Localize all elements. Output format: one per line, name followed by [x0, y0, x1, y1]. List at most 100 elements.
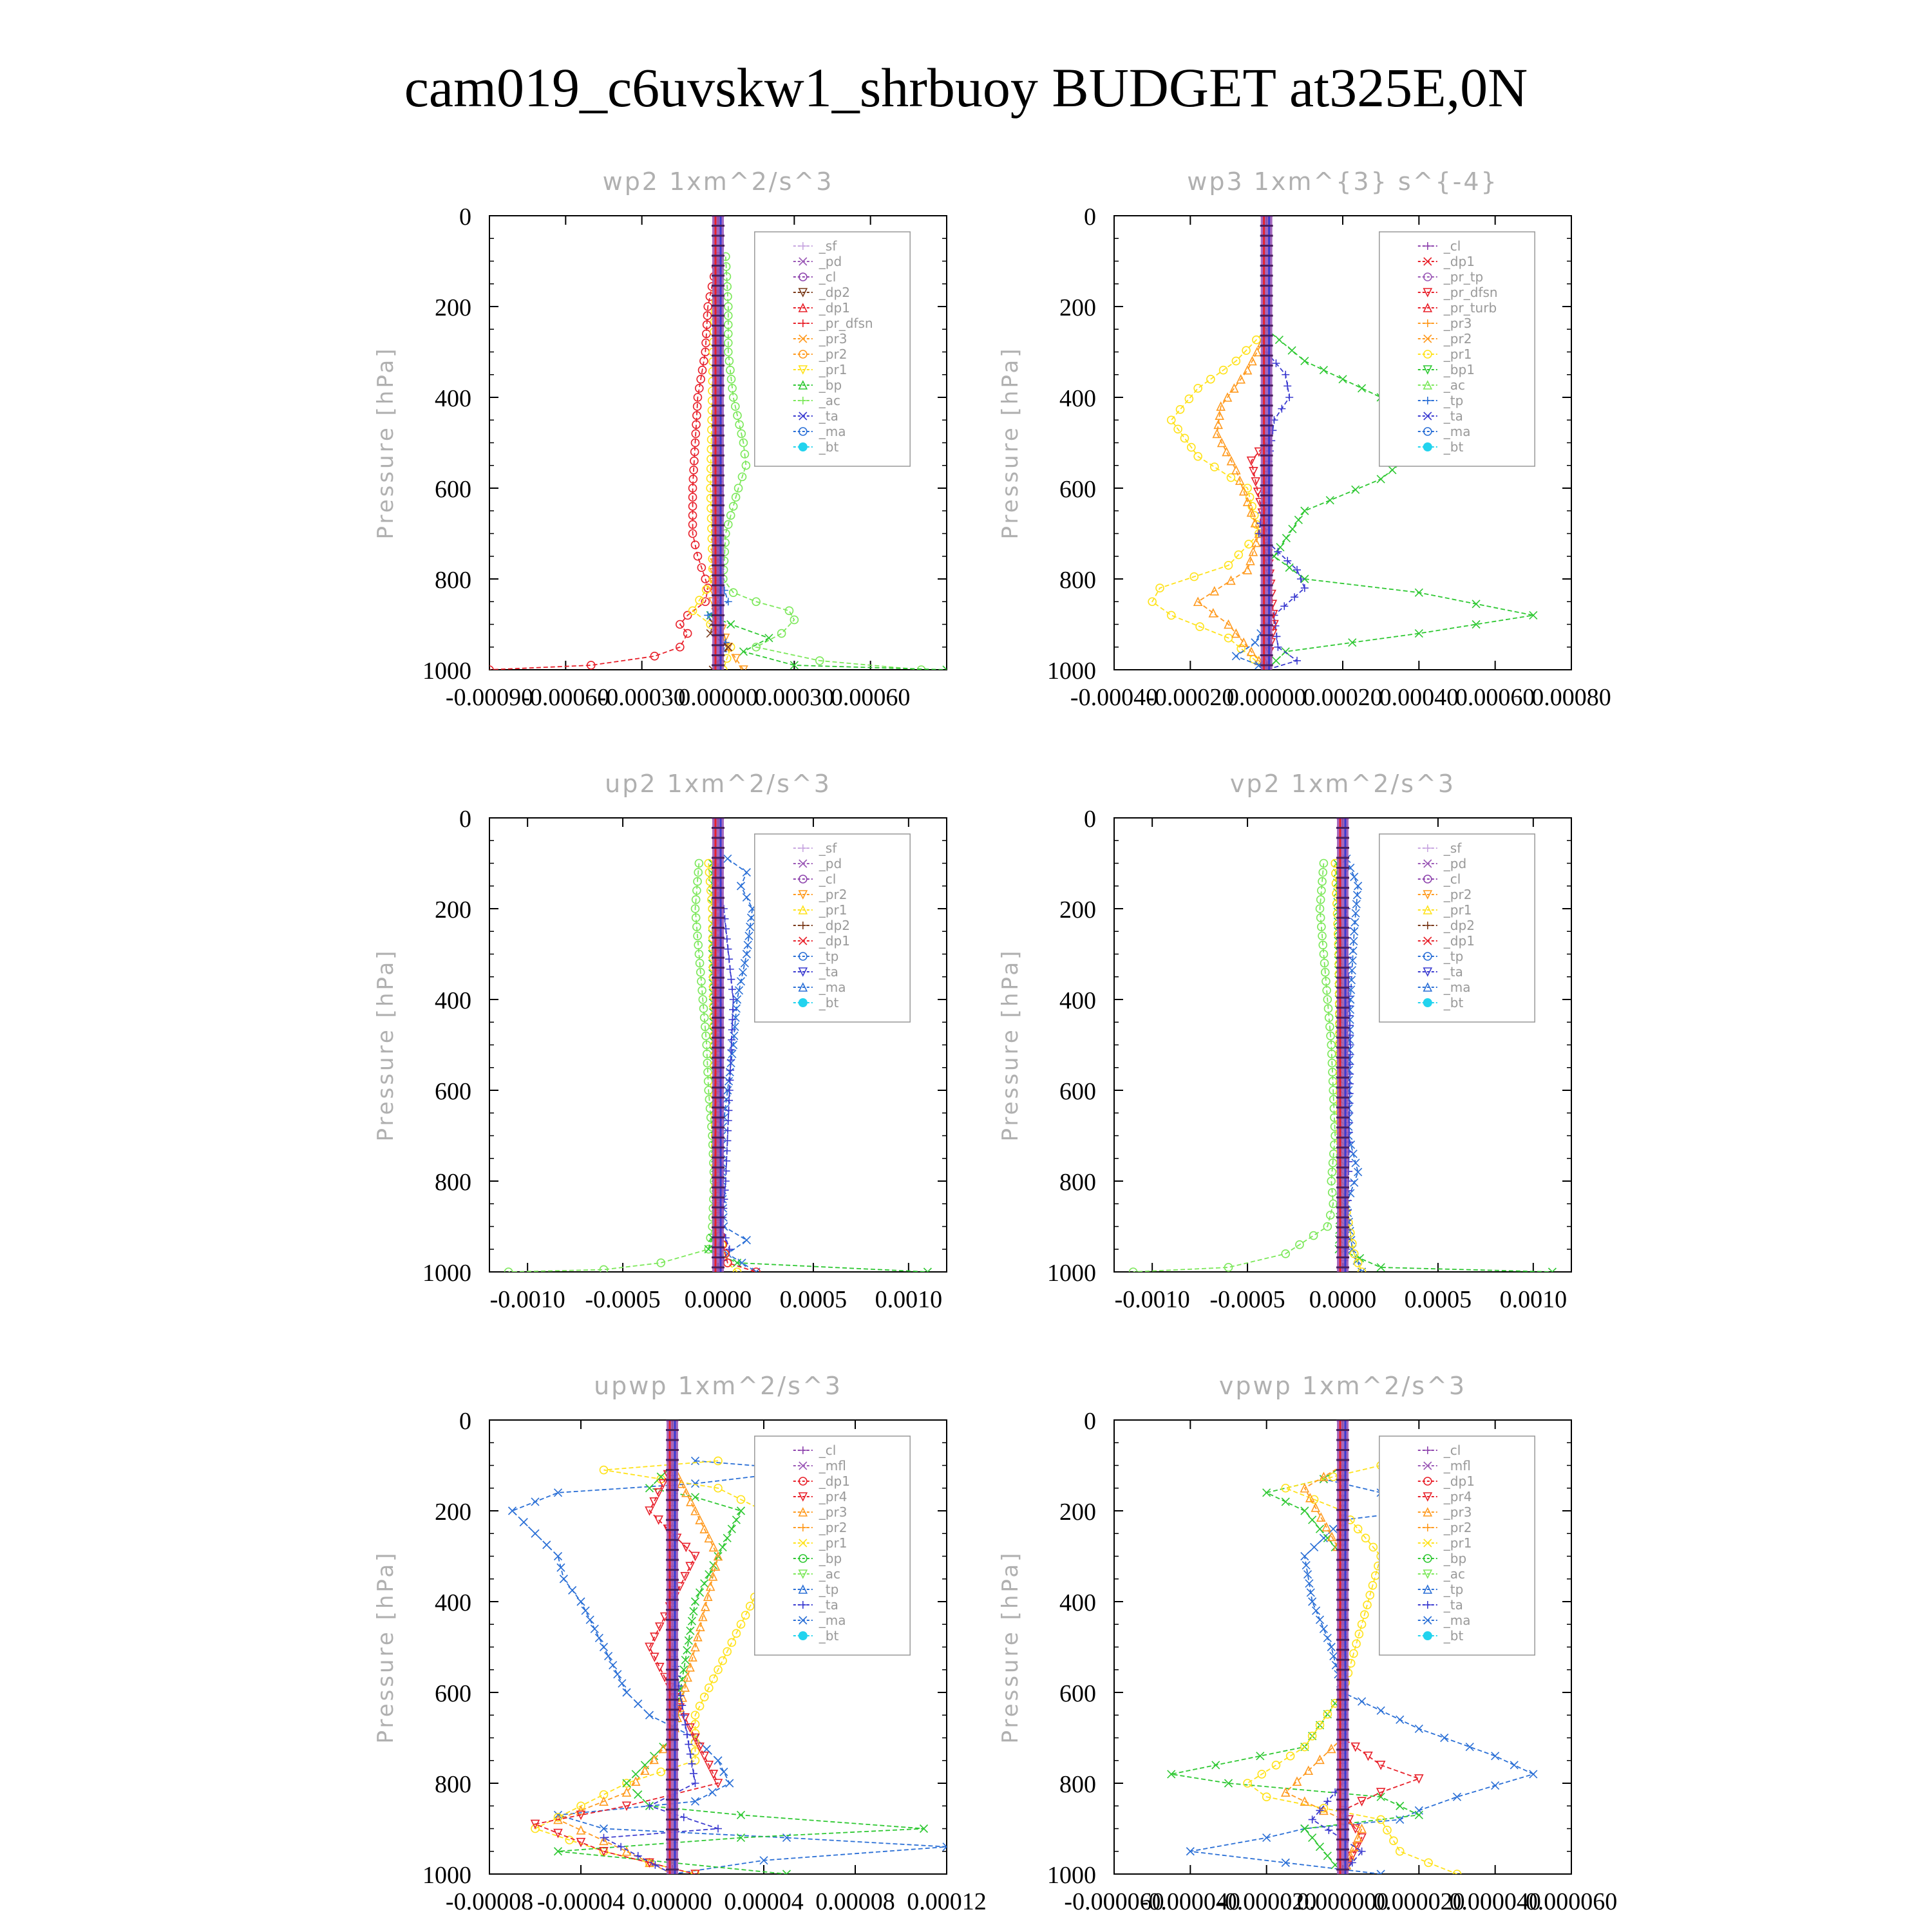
series-point-bp1 — [1414, 588, 1423, 597]
chart-panel-1: wp2 1xm^2/s^3 Pressure [hPa] 0 200 400 600 800… — [373, 167, 947, 711]
series-point-ta — [688, 1759, 696, 1768]
series-point-dp1 — [692, 411, 701, 421]
legend-entry-label: _pr_dfsn — [1443, 285, 1498, 300]
series-point-dp1 — [693, 393, 703, 402]
series-point-bp — [726, 365, 735, 375]
series-point-dp1 — [693, 551, 703, 561]
series-point-pr1 — [690, 1747, 700, 1756]
x-tick-label: 0.00040 — [1379, 684, 1459, 711]
legend-swatch-marker — [798, 905, 808, 914]
panel-title: up2 1xm^2/s^3 — [605, 770, 831, 798]
series-line-dp1 — [489, 256, 719, 670]
series-point-ta — [724, 1126, 732, 1135]
legend-entry-label: _ta — [819, 964, 838, 980]
legend-swatch-marker — [799, 427, 808, 436]
series-point-tp — [742, 893, 751, 902]
legend-swatch-marker — [798, 303, 808, 312]
series-point-bp — [728, 393, 738, 402]
y-tick-label: 400 — [435, 1589, 471, 1616]
y-tick-label: 400 — [435, 987, 471, 1014]
series-point-pr2 — [1349, 1841, 1359, 1852]
legend-entry-label: _tp — [1443, 949, 1464, 964]
series-point-ta — [1280, 602, 1289, 611]
series-point-dp1 — [690, 456, 699, 466]
legend-entry-label: _ac — [1443, 1566, 1465, 1582]
legend-swatch-marker — [1423, 1584, 1433, 1594]
series-point-tp — [738, 968, 748, 977]
legend-swatch-marker — [1423, 272, 1432, 281]
series-point-dp1 — [690, 447, 699, 457]
series-point-pr1 — [1187, 442, 1196, 452]
series-point-pr1 — [1271, 1761, 1281, 1770]
series-point-dp1 — [654, 1622, 665, 1632]
series-point-dp1 — [1322, 986, 1331, 995]
legend-entry-label: _ta — [819, 408, 838, 424]
series-point-pr2 — [1305, 1493, 1315, 1502]
series-point-bp — [553, 1847, 563, 1856]
series-point-tp — [542, 1540, 551, 1549]
legend-entry-label: _dp1 — [1443, 254, 1475, 269]
series-point-dp1 — [1318, 940, 1328, 950]
y-tick-label: 0 — [1084, 806, 1096, 833]
series-point-bp — [634, 1790, 643, 1799]
x-tick-label: -0.00030 — [598, 684, 686, 711]
legend-swatch-marker — [1423, 380, 1433, 390]
series-point-ta — [724, 945, 732, 953]
legend-swatch-marker — [1423, 890, 1433, 900]
x-tick-label: -0.0005 — [585, 1286, 661, 1313]
legend-entry-label: _dp2 — [819, 918, 850, 933]
legend-swatch-marker — [1423, 1569, 1433, 1579]
y-axis-label: Pressure [hPa] — [998, 949, 1023, 1142]
series-point-dp1 — [697, 563, 706, 573]
series-point-pr1 — [1226, 473, 1236, 482]
legend-entry-label: _pr1 — [1443, 346, 1472, 362]
series-point-pr1 — [723, 1647, 732, 1656]
series-point-ta — [678, 1701, 687, 1710]
series-point-bp — [784, 606, 794, 616]
series-point-pr2 — [1209, 586, 1220, 596]
series-point-ta — [1316, 1806, 1324, 1815]
series-point-ta — [683, 1730, 691, 1739]
series-point-pr2 — [1208, 608, 1218, 618]
x-tick-label: 0.000000 — [1297, 1888, 1389, 1915]
series-point-tp — [759, 1856, 768, 1865]
series-point-bp1 — [1414, 629, 1423, 638]
chart-panel-4: vp2 1xm^2/s^3 Pressure [hPa] 0 200 400 600 800… — [998, 770, 1572, 1313]
series-point-tp — [1329, 1652, 1338, 1661]
legend-entry-label: _cl — [1443, 871, 1461, 887]
series-point-bp — [736, 1506, 746, 1515]
series-point-pr2 — [701, 585, 711, 594]
series-point-pr2 — [1242, 565, 1253, 574]
series-point-bp — [1414, 1810, 1423, 1819]
series-point-pr2 — [1353, 1832, 1363, 1842]
series-point-pr2 — [576, 1805, 586, 1815]
series-point-dp1 — [708, 1770, 719, 1779]
series-point-pr1 — [1363, 1600, 1372, 1609]
legend-swatch-marker — [798, 1492, 808, 1502]
legend-swatch-marker — [1423, 257, 1432, 266]
series-point-pr1 — [1252, 335, 1261, 345]
legend-entry-label: _bt — [819, 1628, 839, 1643]
series-group — [489, 216, 947, 670]
legend-swatch-marker — [798, 982, 808, 992]
series-point-pr2 — [705, 1581, 715, 1591]
legend-swatch-marker — [1423, 350, 1432, 359]
series-point-ta — [1293, 565, 1301, 574]
y-tick-label: 400 — [435, 385, 471, 412]
series-point-bp1 — [1358, 384, 1367, 393]
series-point-tp — [1302, 1561, 1311, 1570]
y-tick-label: 200 — [435, 294, 471, 321]
series-point-pr1 — [1424, 1858, 1433, 1868]
series-point-pr1 — [727, 1638, 737, 1647]
series-group — [1167, 1420, 1538, 1874]
series-point-pr3 — [723, 642, 734, 652]
series-point-pr1 — [1395, 1846, 1405, 1856]
y-tick-label: 800 — [1059, 1169, 1096, 1196]
legend-swatch-marker — [1423, 1554, 1432, 1563]
legend-swatch-marker — [799, 1539, 808, 1548]
series-point-ta — [1285, 393, 1294, 401]
legend-swatch-marker — [1423, 1477, 1432, 1486]
series-point-dp1 — [650, 1633, 659, 1642]
series-point-pr2 — [1217, 437, 1227, 448]
series-point-dp1 — [690, 1870, 700, 1874]
